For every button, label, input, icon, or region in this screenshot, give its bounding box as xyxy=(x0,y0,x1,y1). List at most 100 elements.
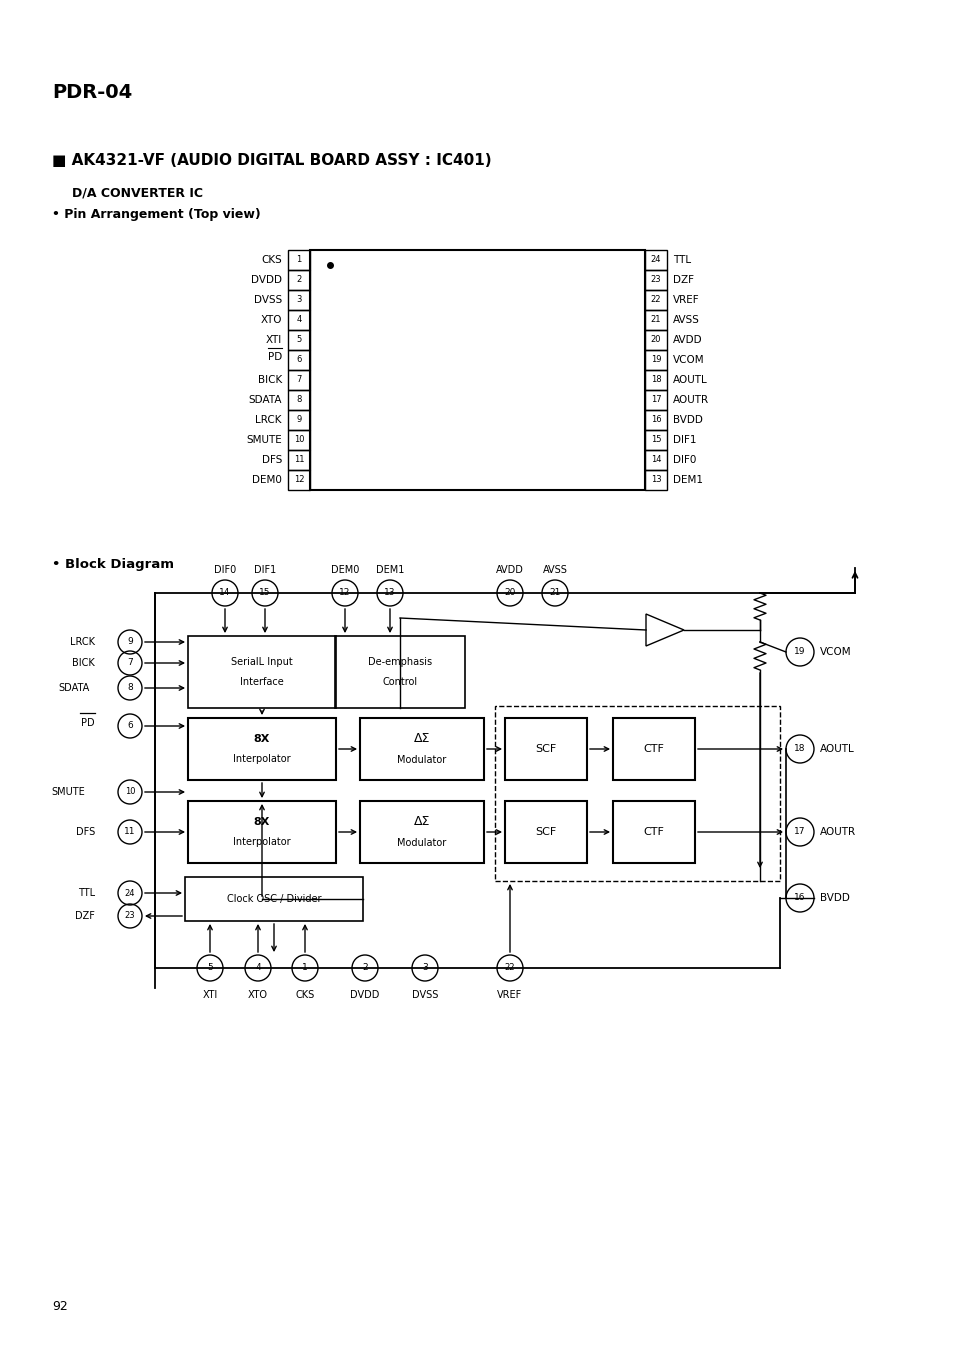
Text: 12: 12 xyxy=(294,476,304,484)
Text: 11: 11 xyxy=(294,456,304,465)
Text: 6: 6 xyxy=(127,721,132,731)
Text: DIF1: DIF1 xyxy=(672,435,696,445)
Bar xyxy=(613,718,695,780)
Text: AOUTR: AOUTR xyxy=(672,395,708,404)
Text: 9: 9 xyxy=(127,638,132,647)
Bar xyxy=(185,878,363,921)
Text: 23: 23 xyxy=(650,275,660,284)
Text: VCOM: VCOM xyxy=(820,647,851,656)
Text: Interface: Interface xyxy=(240,677,284,687)
Text: 7: 7 xyxy=(296,376,301,384)
Text: BVDD: BVDD xyxy=(820,892,849,903)
Text: 16: 16 xyxy=(650,415,660,425)
Bar xyxy=(288,310,310,330)
Text: PDR-04: PDR-04 xyxy=(52,84,132,102)
Bar xyxy=(504,718,586,780)
Bar xyxy=(288,249,310,270)
Text: DZF: DZF xyxy=(75,911,95,921)
Text: 18: 18 xyxy=(794,744,805,754)
Bar xyxy=(504,801,586,863)
Bar xyxy=(288,470,310,491)
Bar xyxy=(495,706,780,882)
Text: 9: 9 xyxy=(296,415,301,425)
Bar xyxy=(288,330,310,350)
Text: De-emphasis: De-emphasis xyxy=(368,656,432,667)
Text: BVDD: BVDD xyxy=(672,415,702,425)
Text: CTF: CTF xyxy=(643,744,663,754)
Text: CKS: CKS xyxy=(261,255,282,266)
Text: VREF: VREF xyxy=(497,989,522,1000)
Text: ■ AK4321-VF (AUDIO DIGITAL BOARD ASSY : IC401): ■ AK4321-VF (AUDIO DIGITAL BOARD ASSY : … xyxy=(52,154,491,168)
Bar xyxy=(288,350,310,369)
Text: AOUTL: AOUTL xyxy=(820,744,854,754)
Bar xyxy=(644,350,666,369)
Bar xyxy=(644,310,666,330)
Text: PD: PD xyxy=(81,718,95,728)
Bar xyxy=(288,270,310,290)
Bar xyxy=(644,369,666,390)
Text: LRCK: LRCK xyxy=(70,638,95,647)
Text: AVSS: AVSS xyxy=(542,565,567,576)
Text: XTO: XTO xyxy=(260,315,282,325)
Text: SMUTE: SMUTE xyxy=(246,435,282,445)
Bar xyxy=(644,270,666,290)
Text: Modulator: Modulator xyxy=(397,755,446,766)
Text: DFS: DFS xyxy=(261,456,282,465)
Text: 22: 22 xyxy=(504,964,515,972)
Text: 3: 3 xyxy=(296,295,301,305)
Text: AVDD: AVDD xyxy=(672,336,702,345)
Text: 22: 22 xyxy=(650,295,660,305)
Bar xyxy=(644,410,666,430)
Bar xyxy=(288,390,310,410)
Text: 20: 20 xyxy=(504,589,516,597)
Text: SDATA: SDATA xyxy=(248,395,282,404)
Text: 20: 20 xyxy=(650,336,660,345)
Text: XTO: XTO xyxy=(248,989,268,1000)
Text: 5: 5 xyxy=(296,336,301,345)
Text: 24: 24 xyxy=(125,888,135,898)
Bar xyxy=(188,718,335,780)
Text: 15: 15 xyxy=(650,435,660,445)
Text: Modulator: Modulator xyxy=(397,838,446,848)
Text: Interpolator: Interpolator xyxy=(233,837,291,847)
Text: AVDD: AVDD xyxy=(496,565,523,576)
Bar xyxy=(644,470,666,491)
Text: DVSS: DVSS xyxy=(412,989,437,1000)
Text: 24: 24 xyxy=(650,256,660,264)
Text: DEM0: DEM0 xyxy=(331,565,359,576)
Bar xyxy=(613,801,695,863)
Text: 92: 92 xyxy=(52,1299,68,1313)
Text: LRCK: LRCK xyxy=(255,415,282,425)
Text: 3: 3 xyxy=(421,964,428,972)
Text: TTL: TTL xyxy=(672,255,690,266)
Text: AVSS: AVSS xyxy=(672,315,700,325)
Bar xyxy=(288,450,310,470)
Text: 16: 16 xyxy=(794,894,805,903)
Bar xyxy=(288,369,310,390)
Text: CTF: CTF xyxy=(643,828,663,837)
Bar xyxy=(288,290,310,310)
Bar xyxy=(644,249,666,270)
Text: 5: 5 xyxy=(207,964,213,972)
Bar xyxy=(359,718,483,780)
Text: XTI: XTI xyxy=(202,989,217,1000)
Bar xyxy=(188,636,335,708)
Text: BICK: BICK xyxy=(257,375,282,386)
Bar xyxy=(359,801,483,863)
Bar xyxy=(644,450,666,470)
Bar xyxy=(644,290,666,310)
Text: 7: 7 xyxy=(127,659,132,667)
Text: 12: 12 xyxy=(339,589,351,597)
Text: • Pin Arrangement (Top view): • Pin Arrangement (Top view) xyxy=(52,208,260,221)
Text: 8: 8 xyxy=(127,683,132,693)
Text: DFS: DFS xyxy=(75,828,95,837)
Text: VCOM: VCOM xyxy=(672,355,704,365)
Text: 10: 10 xyxy=(294,435,304,445)
Text: DEM1: DEM1 xyxy=(672,474,702,485)
Text: 21: 21 xyxy=(650,315,660,325)
Text: 6: 6 xyxy=(296,356,301,364)
Text: 8X: 8X xyxy=(253,735,270,744)
Text: ΔΣ: ΔΣ xyxy=(414,816,430,829)
Text: DVDD: DVDD xyxy=(350,989,379,1000)
Text: 4: 4 xyxy=(254,964,260,972)
